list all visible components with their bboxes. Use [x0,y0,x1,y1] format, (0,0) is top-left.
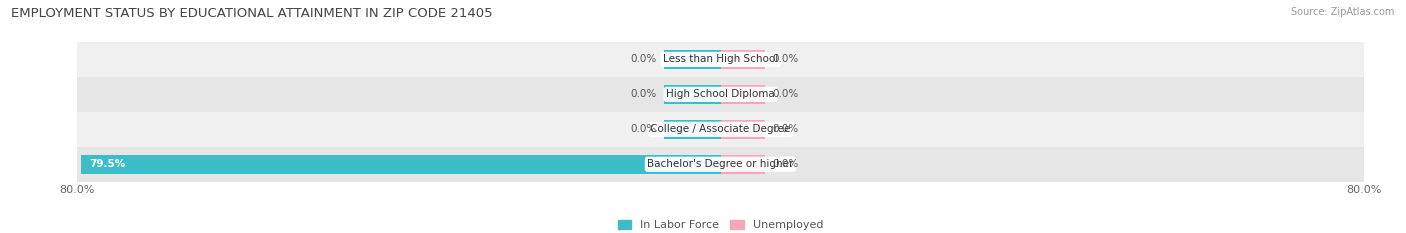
Text: High School Diploma: High School Diploma [666,89,775,99]
Bar [77,112,1364,147]
Text: 79.5%: 79.5% [90,159,125,169]
Bar [721,155,765,174]
Legend: In Labor Force, Unemployed: In Labor Force, Unemployed [613,216,828,233]
Text: 0.0%: 0.0% [773,55,799,64]
Text: 0.0%: 0.0% [630,89,657,99]
Bar [721,120,765,139]
Text: EMPLOYMENT STATUS BY EDUCATIONAL ATTAINMENT IN ZIP CODE 21405: EMPLOYMENT STATUS BY EDUCATIONAL ATTAINM… [11,7,494,20]
Text: 0.0%: 0.0% [773,124,799,134]
Bar [664,85,721,104]
Text: College / Associate Degree: College / Associate Degree [651,124,790,134]
Text: Source: ZipAtlas.com: Source: ZipAtlas.com [1291,7,1395,17]
Bar [77,42,1364,77]
Bar [664,120,721,139]
Text: Less than High School: Less than High School [664,55,778,64]
Bar [721,50,765,69]
Bar [664,50,721,69]
Text: 0.0%: 0.0% [773,159,799,169]
Text: Bachelor's Degree or higher: Bachelor's Degree or higher [647,159,794,169]
Bar [77,147,1364,182]
Bar [77,77,1364,112]
Text: 0.0%: 0.0% [630,55,657,64]
Text: 0.0%: 0.0% [773,89,799,99]
Bar [721,85,765,104]
Text: 0.0%: 0.0% [630,124,657,134]
Bar [82,155,721,174]
